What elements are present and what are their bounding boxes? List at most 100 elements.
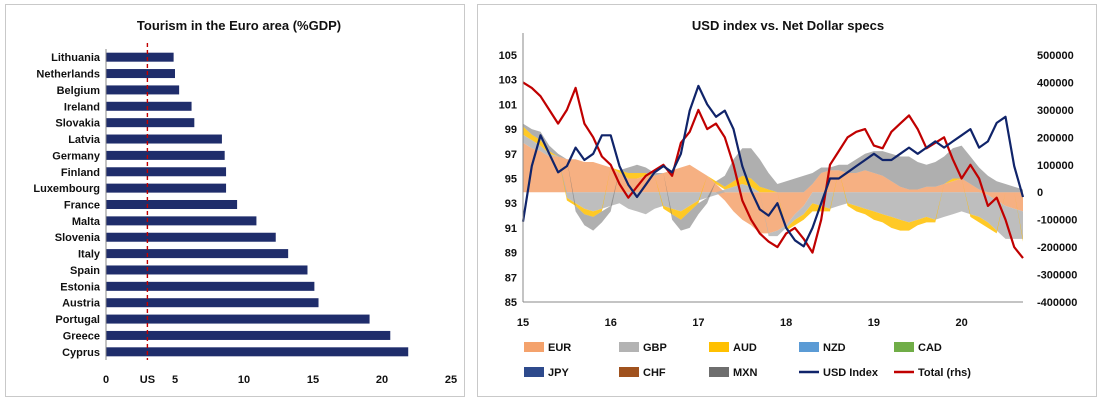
right-tick-label: 100000: [1037, 160, 1074, 172]
bar: [106, 347, 409, 357]
bar: [106, 330, 391, 340]
bar: [106, 249, 289, 259]
left-tick-label: 103: [499, 75, 517, 87]
bar: [106, 118, 195, 128]
x-tick-label: 20: [376, 374, 388, 386]
right-tick-label: -100000: [1037, 215, 1077, 227]
bar: [106, 52, 174, 62]
right-tick-label: 500000: [1037, 50, 1074, 62]
category-label: Lithuania: [51, 52, 101, 64]
legend-label: AUD: [733, 342, 757, 354]
category-label: Ireland: [64, 101, 100, 113]
legend-label: NZD: [823, 342, 846, 354]
bar: [106, 183, 227, 193]
category-label: Finland: [61, 167, 100, 179]
x-tick-label: 0: [103, 374, 109, 386]
legend-label: CAD: [918, 342, 942, 354]
category-label: Italy: [78, 249, 101, 261]
x-tick-label: 17: [692, 317, 704, 329]
right-tick-label: 300000: [1037, 105, 1074, 117]
legend-swatch: [709, 342, 729, 352]
bar: [106, 199, 238, 210]
x-tick-label: 18: [780, 317, 792, 329]
legend-label: USD Index: [823, 367, 879, 379]
right-tick-label: -200000: [1037, 242, 1077, 254]
category-label: Portugal: [55, 314, 100, 326]
left-tick-label: 85: [505, 297, 517, 309]
category-label: Slovenia: [55, 232, 101, 244]
x-tick-label: 25: [445, 374, 457, 386]
legend-swatch: [709, 367, 729, 377]
right-tick-label: -400000: [1037, 297, 1077, 309]
legend-swatch: [619, 367, 639, 377]
tourism-chart-panel: Tourism in the Euro area (%GDP) Lithuani…: [5, 4, 465, 397]
left-tick-label: 99: [505, 124, 517, 136]
legend-swatch: [524, 342, 544, 352]
category-label: France: [64, 200, 100, 212]
x-tick-label: 16: [605, 317, 617, 329]
legend-label: Total (rhs): [918, 367, 971, 379]
left-tick-label: 93: [505, 198, 517, 210]
legend-swatch: [524, 367, 544, 377]
left-tick-label: 87: [505, 272, 517, 284]
chart-title: Tourism in the Euro area (%GDP): [137, 18, 341, 33]
x-tick-label: 15: [517, 317, 529, 329]
right-tick-label: -300000: [1037, 270, 1077, 282]
left-tick-label: 105: [499, 50, 517, 62]
x-tick-label: 10: [238, 374, 250, 386]
bar: [106, 101, 192, 111]
right-tick-label: 0: [1037, 187, 1043, 199]
legend-label: EUR: [548, 342, 571, 354]
bar: [106, 314, 370, 324]
legend-swatch: [799, 342, 819, 352]
area-mxn: [523, 123, 1023, 231]
left-tick-label: 101: [499, 99, 517, 111]
total-rhs-line: [522, 81, 1024, 259]
category-label: Slovakia: [55, 118, 101, 130]
bar: [106, 298, 319, 308]
category-label: Cyprus: [62, 347, 100, 359]
category-label: Austria: [62, 298, 101, 310]
category-label: Belgium: [57, 85, 101, 97]
legend-swatch: [619, 342, 639, 352]
left-tick-label: 89: [505, 248, 517, 260]
bar: [106, 69, 175, 79]
chart-title: USD index vs. Net Dollar specs: [692, 18, 884, 33]
usd-chart: USD index vs. Net Dollar specs 85 87 89 91 9…: [499, 18, 1078, 379]
legend-label: CHF: [643, 367, 666, 379]
x-tick-label: 15: [307, 374, 319, 386]
left-tick-label: 95: [505, 174, 517, 186]
x-tick-label: 19: [868, 317, 880, 329]
tourism-chart: Tourism in the Euro area (%GDP) Lithuani…: [33, 18, 457, 386]
legend-label: MXN: [733, 367, 758, 379]
bar: [106, 216, 257, 226]
usd-index-line: [521, 84, 1025, 248]
bar: [106, 134, 222, 144]
legend-label: GBP: [643, 342, 667, 354]
bar: [106, 265, 308, 275]
category-label: Malta: [72, 216, 101, 228]
bar: [106, 150, 225, 160]
legend-label: JPY: [548, 367, 569, 379]
left-tick-label: 97: [505, 149, 517, 161]
category-label: Luxembourg: [33, 183, 100, 195]
bar: [106, 281, 315, 291]
legend-swatch: [894, 342, 914, 352]
x-tick-label: 20: [955, 317, 967, 329]
category-label: Estonia: [60, 281, 101, 293]
category-label: Spain: [70, 265, 100, 277]
category-label: Greece: [63, 330, 100, 342]
bar: [106, 85, 180, 95]
category-label: Netherlands: [36, 69, 100, 81]
usd-chart-panel: USD index vs. Net Dollar specs 85 87 89 91 9…: [477, 4, 1097, 397]
reference-line-label: US: [140, 374, 155, 386]
left-tick-label: 91: [505, 223, 517, 235]
area-gbp: [523, 134, 1023, 239]
right-tick-label: 200000: [1037, 132, 1074, 144]
bar: [106, 167, 227, 177]
category-label: Germany: [52, 150, 101, 162]
right-tick-label: 400000: [1037, 77, 1074, 89]
category-label: Latvia: [68, 134, 101, 146]
bar: [106, 232, 276, 242]
x-tick-label: 5: [172, 374, 178, 386]
